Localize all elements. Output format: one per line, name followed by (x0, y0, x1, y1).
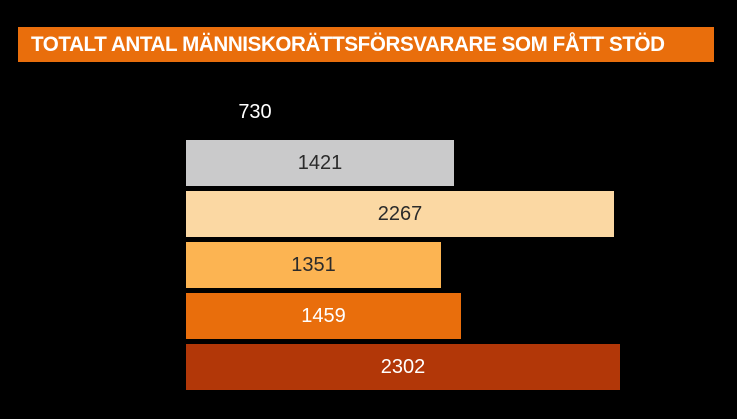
bar: 2302 (186, 344, 620, 390)
bar: 1459 (186, 293, 461, 339)
bar: 1351 (186, 242, 441, 288)
bar: 2267 (186, 191, 614, 237)
bar-value-label: 2267 (377, 203, 423, 225)
chart-title: TOTALT ANTAL MÄNNISKORÄTTSFÖRSVARARE SOM… (31, 32, 665, 56)
chart-title-banner: TOTALT ANTAL MÄNNISKORÄTTSFÖRSVARARE SOM… (18, 27, 714, 62)
bar-value-label: 1421 (297, 152, 343, 174)
bar-value-label: 1459 (301, 305, 346, 327)
bar-chart: 730 1421 2267 1351 1459 2302 (186, 89, 737, 391)
bar: 1421 (186, 140, 454, 186)
bar-value-label: 1351 (291, 254, 336, 276)
bar: 730 (186, 89, 324, 135)
bar-value-label: 730 (238, 101, 272, 123)
bar-value-label: 2302 (380, 356, 426, 378)
